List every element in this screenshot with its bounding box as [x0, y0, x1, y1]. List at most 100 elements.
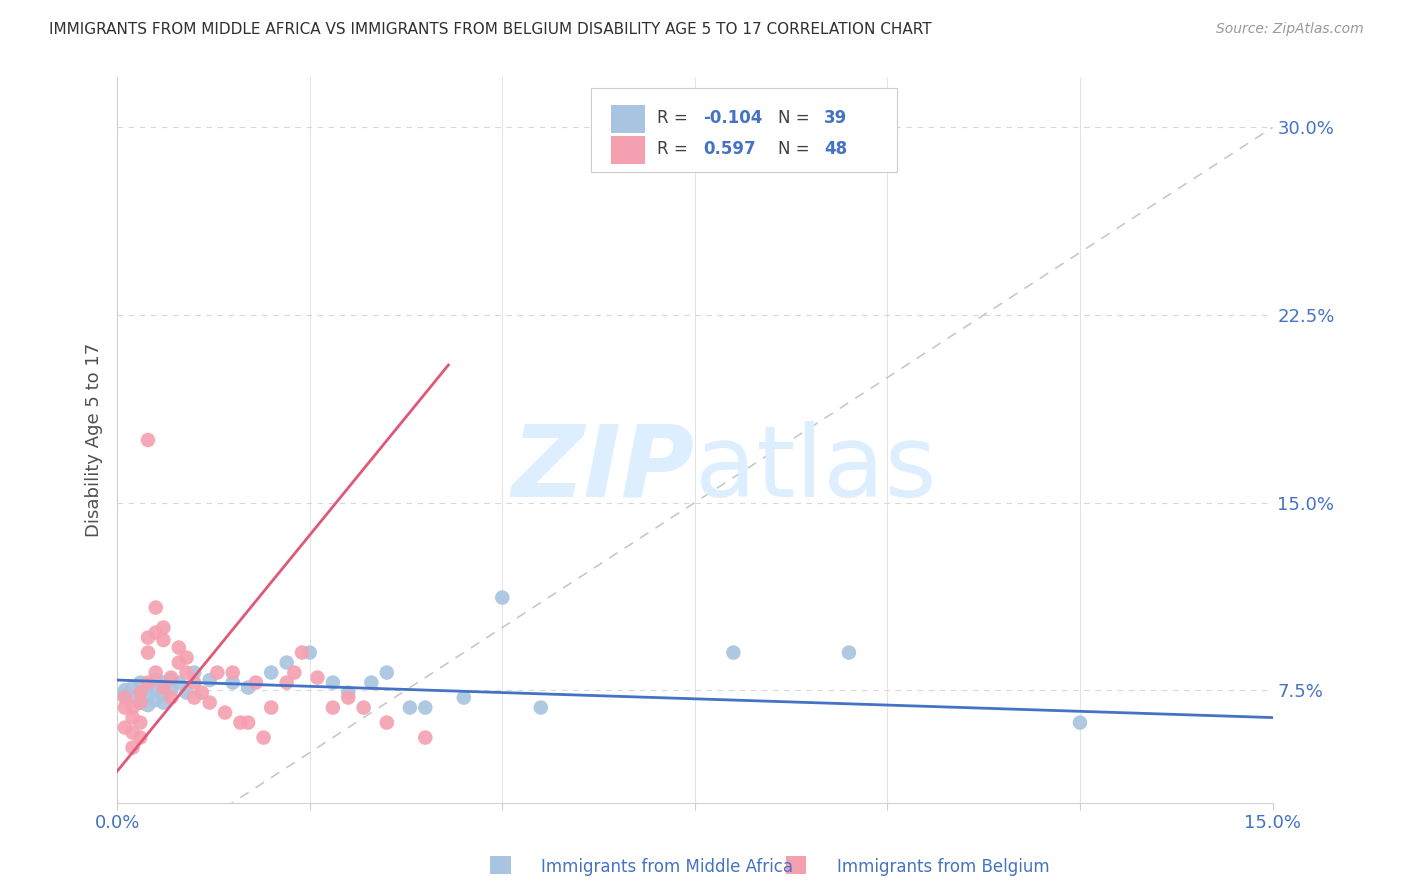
Point [121, 710, 143, 724]
FancyBboxPatch shape [610, 136, 645, 164]
Point [136, 688, 159, 702]
Point [252, 731, 274, 745]
Point [1069, 715, 1091, 730]
Point [136, 433, 159, 447]
Point [160, 690, 183, 705]
Point [413, 731, 436, 745]
Text: ZIP: ZIP [512, 420, 695, 517]
Point [176, 650, 198, 665]
Point [136, 631, 159, 645]
Point [491, 591, 513, 605]
Point [152, 681, 174, 695]
Point [114, 700, 136, 714]
Point [160, 671, 183, 685]
Point [129, 696, 152, 710]
Point [291, 646, 314, 660]
Point [236, 681, 259, 695]
Point [399, 700, 422, 714]
Point [413, 700, 436, 714]
Point [121, 681, 143, 695]
Point [298, 646, 321, 660]
Text: IMMIGRANTS FROM MIDDLE AFRICA VS IMMIGRANTS FROM BELGIUM DISABILITY AGE 5 TO 17 : IMMIGRANTS FROM MIDDLE AFRICA VS IMMIGRA… [49, 22, 932, 37]
Point [145, 665, 167, 680]
Point [207, 665, 229, 680]
Point [152, 675, 174, 690]
Point [129, 731, 152, 745]
Point [183, 690, 205, 705]
Point [337, 685, 360, 699]
FancyBboxPatch shape [610, 105, 645, 133]
Point [129, 715, 152, 730]
Point [129, 685, 152, 699]
Point [322, 675, 344, 690]
Text: 48: 48 [824, 140, 848, 158]
Point [167, 675, 190, 690]
Point [191, 685, 214, 699]
Point [214, 706, 236, 720]
Point [322, 700, 344, 714]
Point [129, 685, 152, 699]
Point [307, 671, 329, 685]
Point [114, 721, 136, 735]
Text: -0.104: -0.104 [703, 109, 762, 127]
FancyBboxPatch shape [591, 88, 897, 172]
Point [152, 696, 174, 710]
Point [129, 696, 152, 710]
Point [375, 715, 398, 730]
Point [121, 725, 143, 739]
Y-axis label: Disability Age 5 to 17: Disability Age 5 to 17 [86, 343, 103, 537]
Point [360, 675, 382, 690]
Text: Immigrants from Middle Africa: Immigrants from Middle Africa [541, 858, 793, 876]
Point [260, 665, 283, 680]
Point [145, 693, 167, 707]
Point [276, 656, 298, 670]
Point [222, 665, 245, 680]
Point [121, 740, 143, 755]
Point [152, 633, 174, 648]
Text: R =: R = [657, 140, 693, 158]
Point [136, 646, 159, 660]
Text: Source: ZipAtlas.com: Source: ZipAtlas.com [1216, 22, 1364, 37]
Point [453, 690, 475, 705]
Text: 0.597: 0.597 [703, 140, 755, 158]
Point [229, 715, 252, 730]
Point [176, 685, 198, 699]
Point [176, 665, 198, 680]
Point [167, 656, 190, 670]
Point [160, 673, 183, 687]
Point [245, 675, 267, 690]
Point [160, 683, 183, 698]
Point [136, 678, 159, 692]
Text: atlas: atlas [695, 420, 936, 517]
Point [198, 696, 221, 710]
Point [375, 665, 398, 680]
Point [183, 665, 205, 680]
Text: Immigrants from Belgium: Immigrants from Belgium [837, 858, 1049, 876]
Point [236, 715, 259, 730]
Point [222, 675, 245, 690]
Point [145, 600, 167, 615]
Point [129, 675, 152, 690]
Text: N =: N = [778, 109, 815, 127]
Point [183, 675, 205, 690]
Point [114, 683, 136, 698]
Point [260, 700, 283, 714]
Point [136, 698, 159, 712]
Point [152, 685, 174, 699]
Point [198, 673, 221, 687]
Point [337, 690, 360, 705]
Point [145, 683, 167, 698]
Point [276, 675, 298, 690]
Point [121, 690, 143, 705]
Text: N =: N = [778, 140, 815, 158]
Point [121, 700, 143, 714]
Point [838, 646, 860, 660]
Point [114, 690, 136, 705]
Point [136, 675, 159, 690]
Point [723, 646, 745, 660]
Point [353, 700, 375, 714]
Point [114, 688, 136, 702]
Point [145, 625, 167, 640]
Point [167, 640, 190, 655]
Point [152, 621, 174, 635]
